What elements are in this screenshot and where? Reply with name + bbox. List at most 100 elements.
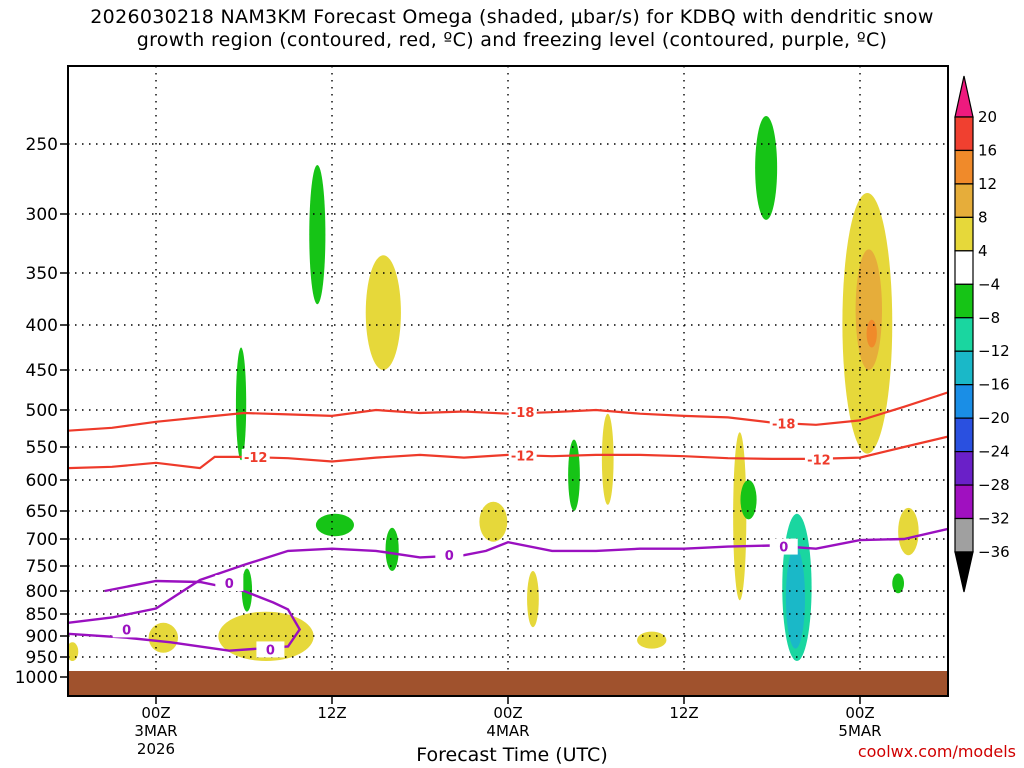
freezing-label-d-bg [112,621,141,638]
colorbar-band-7 [954,350,974,386]
ytick-label-650: 650 [26,502,58,522]
colorbar-top-triangle [954,75,974,118]
colorbar-label-5: −4 [978,275,1000,293]
colorbar-band-6 [954,317,974,352]
freezing-label-e-bg [256,641,285,658]
omega-area-sinking-9 [315,513,354,537]
grid-lines [68,66,948,696]
ytick-label-500: 500 [26,401,58,421]
xtick-date-30: 4MAR [486,722,529,740]
freezing-label-d: 0 [122,623,131,638]
contours: -18 -18 -12 -12 -12 0 0 0 0 0 [68,391,948,658]
omega-area-rising-22 [637,631,667,649]
dgz-lower-label-c: -12 [807,454,831,469]
colorbar-label-10: −24 [978,443,1010,461]
dgz-upper-label-a: -18 [511,406,535,421]
colorbar-label-12: −32 [978,510,1010,528]
freezing-level-contour [68,527,948,624]
colorbar-band-9 [954,417,974,453]
freezing-label-c-bg [769,538,798,555]
colorbar-label-0: 20 [978,108,997,126]
colorbar-label-2: 12 [978,175,997,193]
omega-area-rising-12 [527,571,539,628]
xtick-label-18: 12Z [317,704,346,722]
colorbar-band-3 [954,216,974,252]
colorbar-bottom-triangle [954,551,974,593]
colorbar-band-0 [954,116,974,152]
dgz-lower-label-a-bg [241,448,270,465]
omega-area-sinking-10 [385,527,399,572]
colorbar-band-12 [954,517,974,553]
omega-area-sinking-5 [755,116,778,220]
ytick-label-600: 600 [26,471,58,491]
colorbar-band-1 [954,149,974,185]
omega-area-rising-11 [479,501,508,542]
colorbar-band-10 [954,451,974,486]
xtick-year-6: 2026 [137,740,175,758]
freezing-label-e: 0 [266,643,275,658]
dgz-upper-label-a-bg [508,404,537,421]
colorbar-label-8: −16 [978,376,1010,394]
xtick-label-42: 12Z [669,704,698,722]
dgz-lower-label-b: -12 [511,450,535,465]
omega-area-sinking-0 [309,165,326,305]
omega-area-rising-21 [148,622,178,653]
dgz-upper-label-b-bg [769,415,798,432]
colorbar-label-3: 8 [978,208,988,226]
freezing-label-a: 0 [225,577,234,592]
dgz-upper-label-b: -18 [772,417,796,432]
omega-area-rising-18 [898,507,919,556]
ytick-label-300: 300 [26,205,58,225]
freezing-label-c: 0 [779,541,788,556]
colorbar-band-4 [954,250,974,285]
dgz-lower-label-a: -12 [244,451,268,466]
ytick-label-250: 250 [26,135,58,155]
y-axis: 2503003504004505005506006507007508008509… [15,135,68,688]
colorbar-band-5 [954,283,974,319]
colorbar-label-1: 16 [978,141,997,159]
dgz-lower-label-c-bg [804,451,833,468]
ytick-label-450: 450 [26,361,58,381]
x-axis-label: Forecast Time (UTC) [416,744,608,766]
credit-link[interactable]: coolwx.com/models [857,742,1016,761]
xtick-label-54: 00Z [845,704,874,722]
colorbar-band-2 [954,183,974,218]
dgz-upper-contour [68,391,948,432]
ytick-label-350: 350 [26,264,58,284]
colorbar-label-6: −8 [978,309,1000,327]
chart-title-line1: 2026030218 NAM3KM Forecast Omega (shaded… [90,6,934,28]
xtick-label-6: 00Z [141,704,170,722]
omega-area-sinking-19 [892,573,905,594]
omega-area-sinking-13 [241,568,253,612]
omega-area-rising-8 [866,319,877,348]
freezing-level-loop-contour [68,579,302,652]
ytick-label-400: 400 [26,316,58,336]
omega-area-rising-7 [855,249,882,370]
ytick-label-550: 550 [26,438,58,458]
dgz-lower-contour [68,435,948,470]
omega-area-rising-4 [601,413,614,505]
freezing-label-b-bg [435,547,464,564]
ground-surface [68,671,948,696]
dgz-lower-label-b-bg [508,447,537,464]
omega-area-sinking-3 [568,439,580,511]
omega-shading [68,116,919,662]
freezing-label-b: 0 [445,549,454,564]
ytick-label-950: 950 [26,648,58,668]
ytick-label-850: 850 [26,605,58,625]
colorbar: 20 16 12 8 4 −4 −8 −12 −16 −20 −24 −28 −32 −36 [954,75,1010,593]
omega-area-rising-1 [365,255,401,370]
chart-title-line2: growth region (contoured, red, ºC) and f… [136,29,888,51]
ytick-label-700: 700 [26,530,58,550]
colorbar-label-4: 4 [978,242,988,260]
ytick-label-900: 900 [26,627,58,647]
xtick-date-54: 5MAR [838,722,881,740]
omega-area-sinking-2 [235,347,247,461]
omega-area-sinking-17 [785,547,805,649]
ytick-label-750: 750 [26,557,58,577]
colorbar-band-8 [954,384,974,419]
omega-area-rising-14 [733,432,747,601]
xtick-date-6: 3MAR [134,722,177,740]
